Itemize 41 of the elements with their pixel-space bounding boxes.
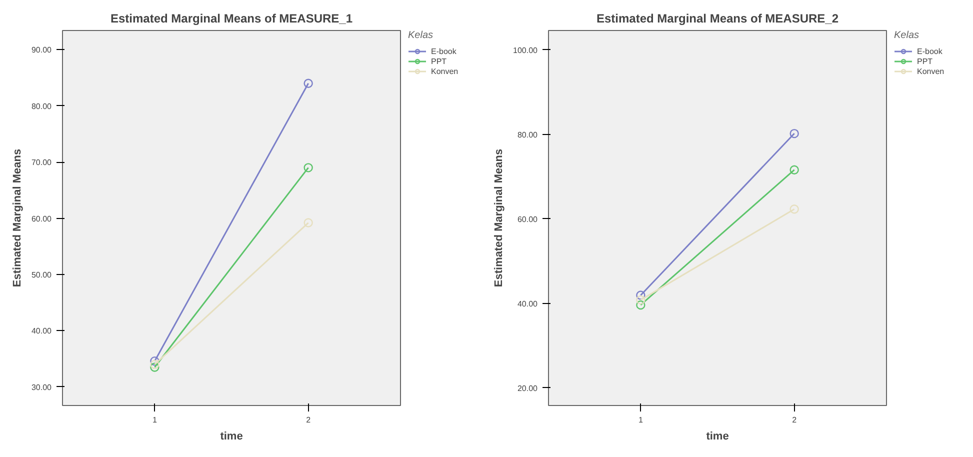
legend-title: Kelas	[894, 30, 920, 41]
y-tick-label: 50.00	[31, 270, 52, 280]
y-axis-title: Estimated Marginal Means	[493, 148, 506, 288]
legend-label: PPT	[431, 56, 448, 66]
point	[636, 300, 646, 310]
y-tick-label: 90.00	[31, 46, 52, 55]
y-tick-label: 40.00	[517, 299, 538, 308]
chart-title: Estimated Marginal Means of MEASURE_1	[110, 12, 353, 26]
legend-label: E-book	[917, 46, 942, 56]
x-tick-label: 1	[638, 416, 644, 424]
legend-label: E-book	[431, 46, 456, 56]
x-axis-title: time	[706, 430, 729, 442]
chart-title: Estimated Marginal Means of MEASURE_2	[596, 12, 839, 26]
y-tick-label: 70.00	[31, 158, 52, 168]
legend-label: PPT	[917, 56, 934, 66]
legend-label: Konven	[917, 66, 944, 76]
point	[790, 204, 799, 214]
y-tick-label: 20.00	[517, 384, 538, 393]
y-tick-label: 60.00	[31, 214, 52, 224]
y-tick-label: 80.00	[517, 130, 538, 140]
y-tick-label: 30.00	[31, 382, 52, 392]
y-tick-label: 80.00	[31, 102, 52, 111]
point	[636, 295, 646, 305]
point	[150, 362, 160, 372]
x-axis-title: time	[220, 430, 243, 442]
y-tick-label: 40.00	[31, 326, 52, 336]
y-tick-label: 100.00	[513, 46, 538, 55]
point	[790, 128, 799, 138]
point	[304, 163, 313, 172]
point	[304, 78, 313, 88]
x-tick-label: 2	[792, 416, 798, 424]
y-axis-title: Estimated Marginal Means	[11, 148, 24, 288]
legend-label: Konven	[431, 66, 458, 76]
y-tick-label: 60.00	[517, 214, 538, 224]
legend-title: Kelas	[408, 30, 434, 41]
x-tick-label: 2	[306, 416, 312, 424]
x-tick-label: 1	[152, 416, 158, 424]
point	[304, 218, 313, 228]
point	[636, 290, 646, 300]
point	[790, 165, 799, 174]
point	[150, 360, 160, 370]
